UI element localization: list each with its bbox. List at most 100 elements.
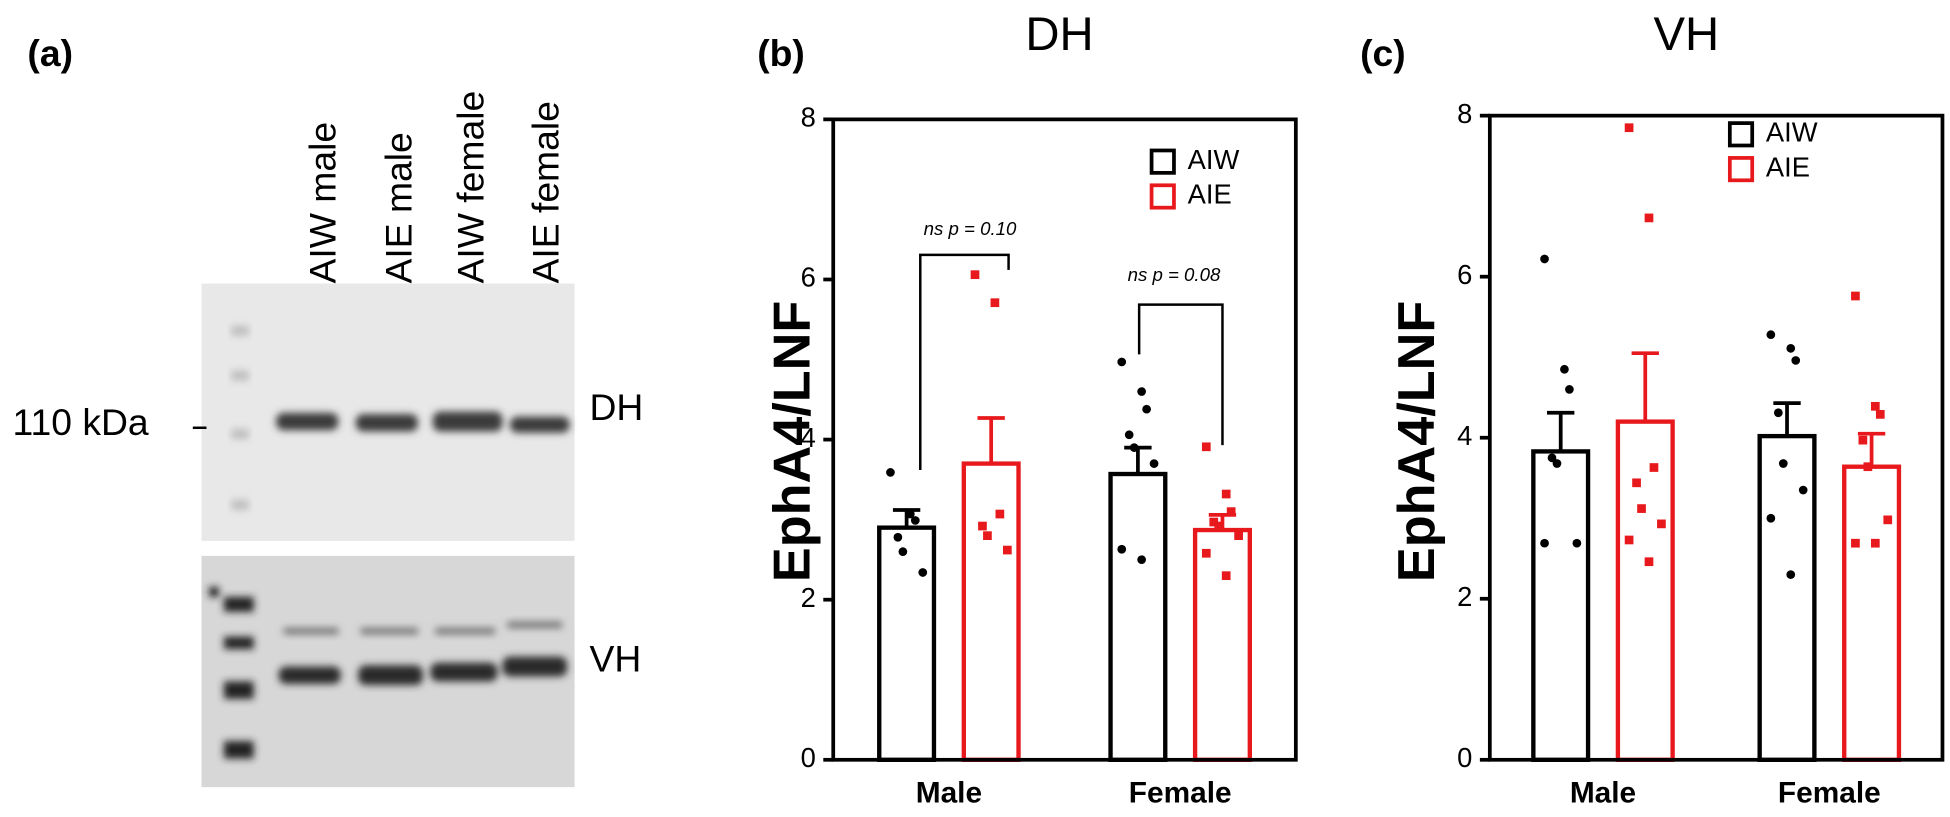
- y-tick-label: 4: [801, 422, 816, 453]
- data-point: [1766, 513, 1776, 523]
- data-point: [1875, 410, 1885, 419]
- data-point: [1766, 330, 1776, 340]
- data-point: [1637, 504, 1646, 513]
- data-point: [970, 270, 980, 280]
- data-point: [1624, 123, 1634, 133]
- data-point: [1221, 489, 1231, 499]
- data-point: [1201, 548, 1211, 558]
- plot-frame: [831, 117, 1298, 762]
- legend-swatch: [1727, 121, 1755, 148]
- blot-vh: [201, 555, 575, 788]
- row-label: DH: [590, 386, 644, 428]
- data-point: [1221, 571, 1231, 581]
- legend-swatch: [1727, 156, 1755, 183]
- legend-label: AIW: [1766, 117, 1818, 148]
- data-point: [886, 468, 895, 477]
- bar: [1757, 433, 1817, 762]
- y-axis-label: EphA4/LNF: [764, 301, 822, 582]
- panel-label: (a): [27, 32, 73, 74]
- significance-bracket: [919, 253, 1010, 471]
- data-point: [1560, 364, 1569, 374]
- panel-label: (c): [1360, 32, 1406, 74]
- blot-dh: [201, 283, 575, 541]
- data-point: [1142, 404, 1151, 414]
- lane-label: AIE female: [524, 101, 566, 283]
- y-tick-label: 6: [1457, 259, 1472, 290]
- y-tick-label: 8: [801, 102, 816, 133]
- data-point: [1137, 387, 1146, 396]
- data-point: [1870, 538, 1880, 548]
- y-tick-label: 4: [1457, 420, 1472, 451]
- data-point: [1870, 401, 1880, 411]
- y-tick-label: 2: [801, 582, 816, 613]
- significance-bracket: [1137, 303, 1224, 446]
- data-point: [910, 516, 920, 525]
- legend-swatch: [1149, 183, 1176, 210]
- data-point: [1124, 430, 1134, 440]
- data-point: [1644, 213, 1654, 223]
- data-point: [1565, 385, 1574, 394]
- x-tick-label: Male: [1570, 776, 1636, 809]
- legend-swatch: [1149, 148, 1176, 175]
- data-point: [918, 568, 928, 577]
- bar: [1192, 527, 1252, 762]
- marker-label: 110 kDa: [13, 401, 149, 443]
- data-point: [983, 531, 992, 541]
- data-point: [1851, 291, 1860, 301]
- lane-label: AIW male: [302, 122, 344, 284]
- legend-label: AIW: [1188, 144, 1240, 175]
- bar: [1531, 449, 1591, 762]
- data-point: [1149, 459, 1159, 468]
- data-point: [1798, 485, 1808, 495]
- data-point: [1851, 538, 1860, 548]
- data-point: [1632, 478, 1641, 488]
- data-point: [1552, 459, 1562, 468]
- data-point: [1644, 557, 1654, 567]
- data-point: [893, 532, 903, 542]
- data-point: [1883, 515, 1893, 525]
- data-point: [905, 509, 915, 519]
- data-point: [1214, 521, 1224, 531]
- bar: [961, 461, 1021, 762]
- data-point: [1540, 538, 1549, 548]
- data-point: [1547, 453, 1557, 463]
- data-point: [1791, 356, 1801, 365]
- data-point: [1649, 463, 1659, 472]
- data-point: [1786, 570, 1796, 579]
- annotation: ns p = 0.08: [1128, 264, 1221, 285]
- y-axis-label: EphA4/LNF: [1388, 301, 1446, 582]
- bar: [1615, 419, 1675, 762]
- data-point: [1657, 519, 1666, 529]
- chart-title: VH: [1653, 8, 1719, 61]
- data-point: [1209, 517, 1219, 527]
- data-point: [1002, 545, 1012, 555]
- y-tick-label: 2: [1457, 581, 1472, 612]
- row-label: VH: [590, 637, 642, 679]
- legend-label: AIE: [1188, 179, 1232, 210]
- data-point: [1863, 462, 1873, 472]
- data-point: [1858, 435, 1868, 445]
- lane-label: AIE male: [378, 132, 420, 283]
- data-point: [1773, 408, 1783, 418]
- data-point: [1129, 443, 1139, 452]
- bar: [1108, 471, 1168, 762]
- data-point: [1226, 507, 1236, 516]
- data-point: [1234, 531, 1243, 541]
- data-point: [1117, 544, 1127, 554]
- annotation: ns p = 0.10: [924, 218, 1017, 239]
- bar: [1842, 464, 1902, 762]
- data-point: [978, 521, 987, 531]
- data-point: [1778, 459, 1788, 468]
- x-tick-label: Female: [1129, 776, 1232, 809]
- data-point: [990, 298, 1000, 308]
- lane-label: AIW female: [450, 91, 492, 284]
- data-point: [1117, 357, 1127, 367]
- plot-frame: [1487, 113, 1945, 762]
- data-point: [1624, 535, 1634, 545]
- legend-label: AIE: [1766, 151, 1810, 182]
- x-tick-label: Female: [1778, 776, 1881, 809]
- data-point: [1572, 538, 1582, 548]
- data-point: [995, 509, 1005, 519]
- y-tick-label: 0: [1457, 742, 1472, 773]
